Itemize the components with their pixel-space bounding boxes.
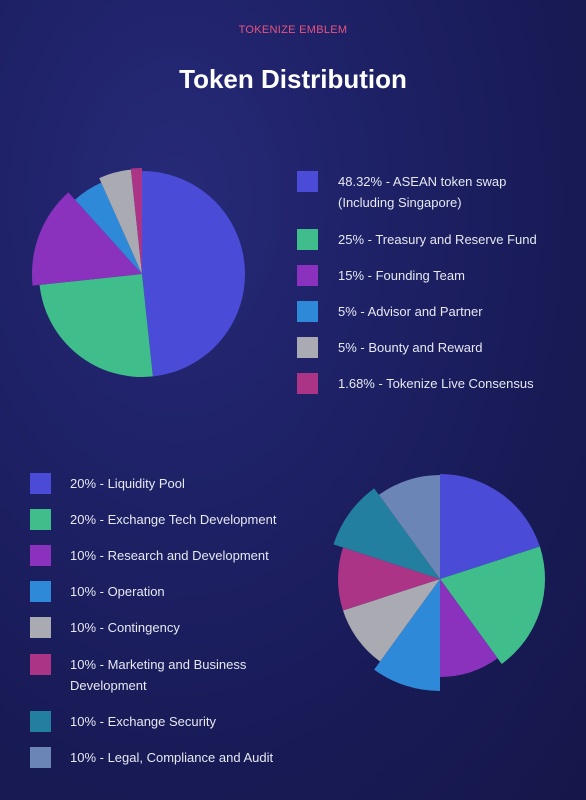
pie-slice-legal-compliance-and-audit [378,475,440,579]
legend-item-legal-compliance-and-audit: 10% - Legal, Compliance and Audit [30,747,295,768]
legend-swatch [297,171,318,192]
legend-label: 20% - Exchange Tech Development [70,512,277,527]
pie-slice-operation [374,579,440,691]
page-title: Token Distribution [179,64,407,94]
legend-item-exchange-tech-development: 20% - Exchange Tech Development [30,509,295,530]
pie-slice-exchange-tech-development [440,546,545,664]
legend-label: 25% - Treasury and Reserve Fund [338,232,537,247]
legend-item-exchange-security: 10% - Exchange Security [30,711,295,732]
legend-swatch [30,581,51,602]
legend-swatch [297,373,318,394]
legend-label: 10% - Marketing and Business Development [70,657,247,693]
legend-item-bounty-and-reward: 5% - Bounty and Reward [297,337,558,358]
legend-swatch [30,509,51,530]
legend-item-liquidity-pool: 20% - Liquidity Pool [30,473,295,494]
legend-item-marketing-and-business-development: 10% - Marketing and Business Development [30,654,295,696]
legend-item-founding-team: 15% - Founding Team [297,265,558,286]
pie-slice-treasury-and-reserve-fund [39,274,153,377]
legend-label: 10% - Legal, Compliance and Audit [70,750,274,765]
pie-slice-liquidity-pool [440,474,540,579]
legend-swatch [30,711,51,732]
pie-slice-advisor-and-partner [75,182,142,274]
legend-label: 10% - Contingency [70,620,180,635]
legend-item-advisor-and-partner: 5% - Advisor and Partner [297,301,558,322]
eyebrow-label: TOKENIZE EMBLEM [238,24,348,36]
legend-item-treasury-and-reserve-fund: 25% - Treasury and Reserve Fund [297,229,558,250]
legend-label: 5% - Advisor and Partner [338,304,483,319]
legend-swatch [297,337,318,358]
legend-item-asean-token-swap-including-singapore: 48.32% - ASEAN token swap (Including Sin… [297,171,558,213]
legend-item-operation: 10% - Operation [30,581,295,602]
pie-slice-founding-team [31,192,142,286]
legend-swatch [297,229,318,250]
legend-item-tokenize-live-consensus: 1.68% - Tokenize Live Consensus [297,373,558,394]
legend-label: 15% - Founding Team [338,268,465,283]
legend-swatch [297,265,318,286]
pie-slice-contingency [342,579,440,662]
legend-swatch [30,747,51,768]
legend-swatch [30,545,51,566]
pie-chart-allocation-1 [31,168,245,377]
legend-swatch [30,654,51,675]
legend-swatch [297,301,318,322]
legend-item-contingency: 10% - Contingency [30,617,295,638]
pie-slice-marketing-and-business-development [338,547,440,611]
legend-swatch [30,473,51,494]
pie-slice-research-and-development [440,579,498,677]
legend-label: 48.32% - ASEAN token swap (Including Sin… [338,174,507,210]
legend-label: 1.68% - Tokenize Live Consensus [338,376,534,391]
pie-slice-asean-token-swap-including-singapore [142,171,245,377]
pie-slice-exchange-security [333,488,440,579]
pie-slice-tokenize-live-consensus [130,168,142,274]
legend-label: 20% - Liquidity Pool [70,476,185,491]
legend-label: 5% - Bounty and Reward [338,340,483,355]
pie-chart-allocation-2 [333,474,545,691]
legend-label: 10% - Operation [70,584,165,599]
legend-label: 10% - Research and Development [70,548,269,563]
pie-slice-bounty-and-reward [99,169,142,274]
legend-label: 10% - Exchange Security [70,714,216,729]
legend-item-research-and-development: 10% - Research and Development [30,545,295,566]
legend-swatch [30,617,51,638]
